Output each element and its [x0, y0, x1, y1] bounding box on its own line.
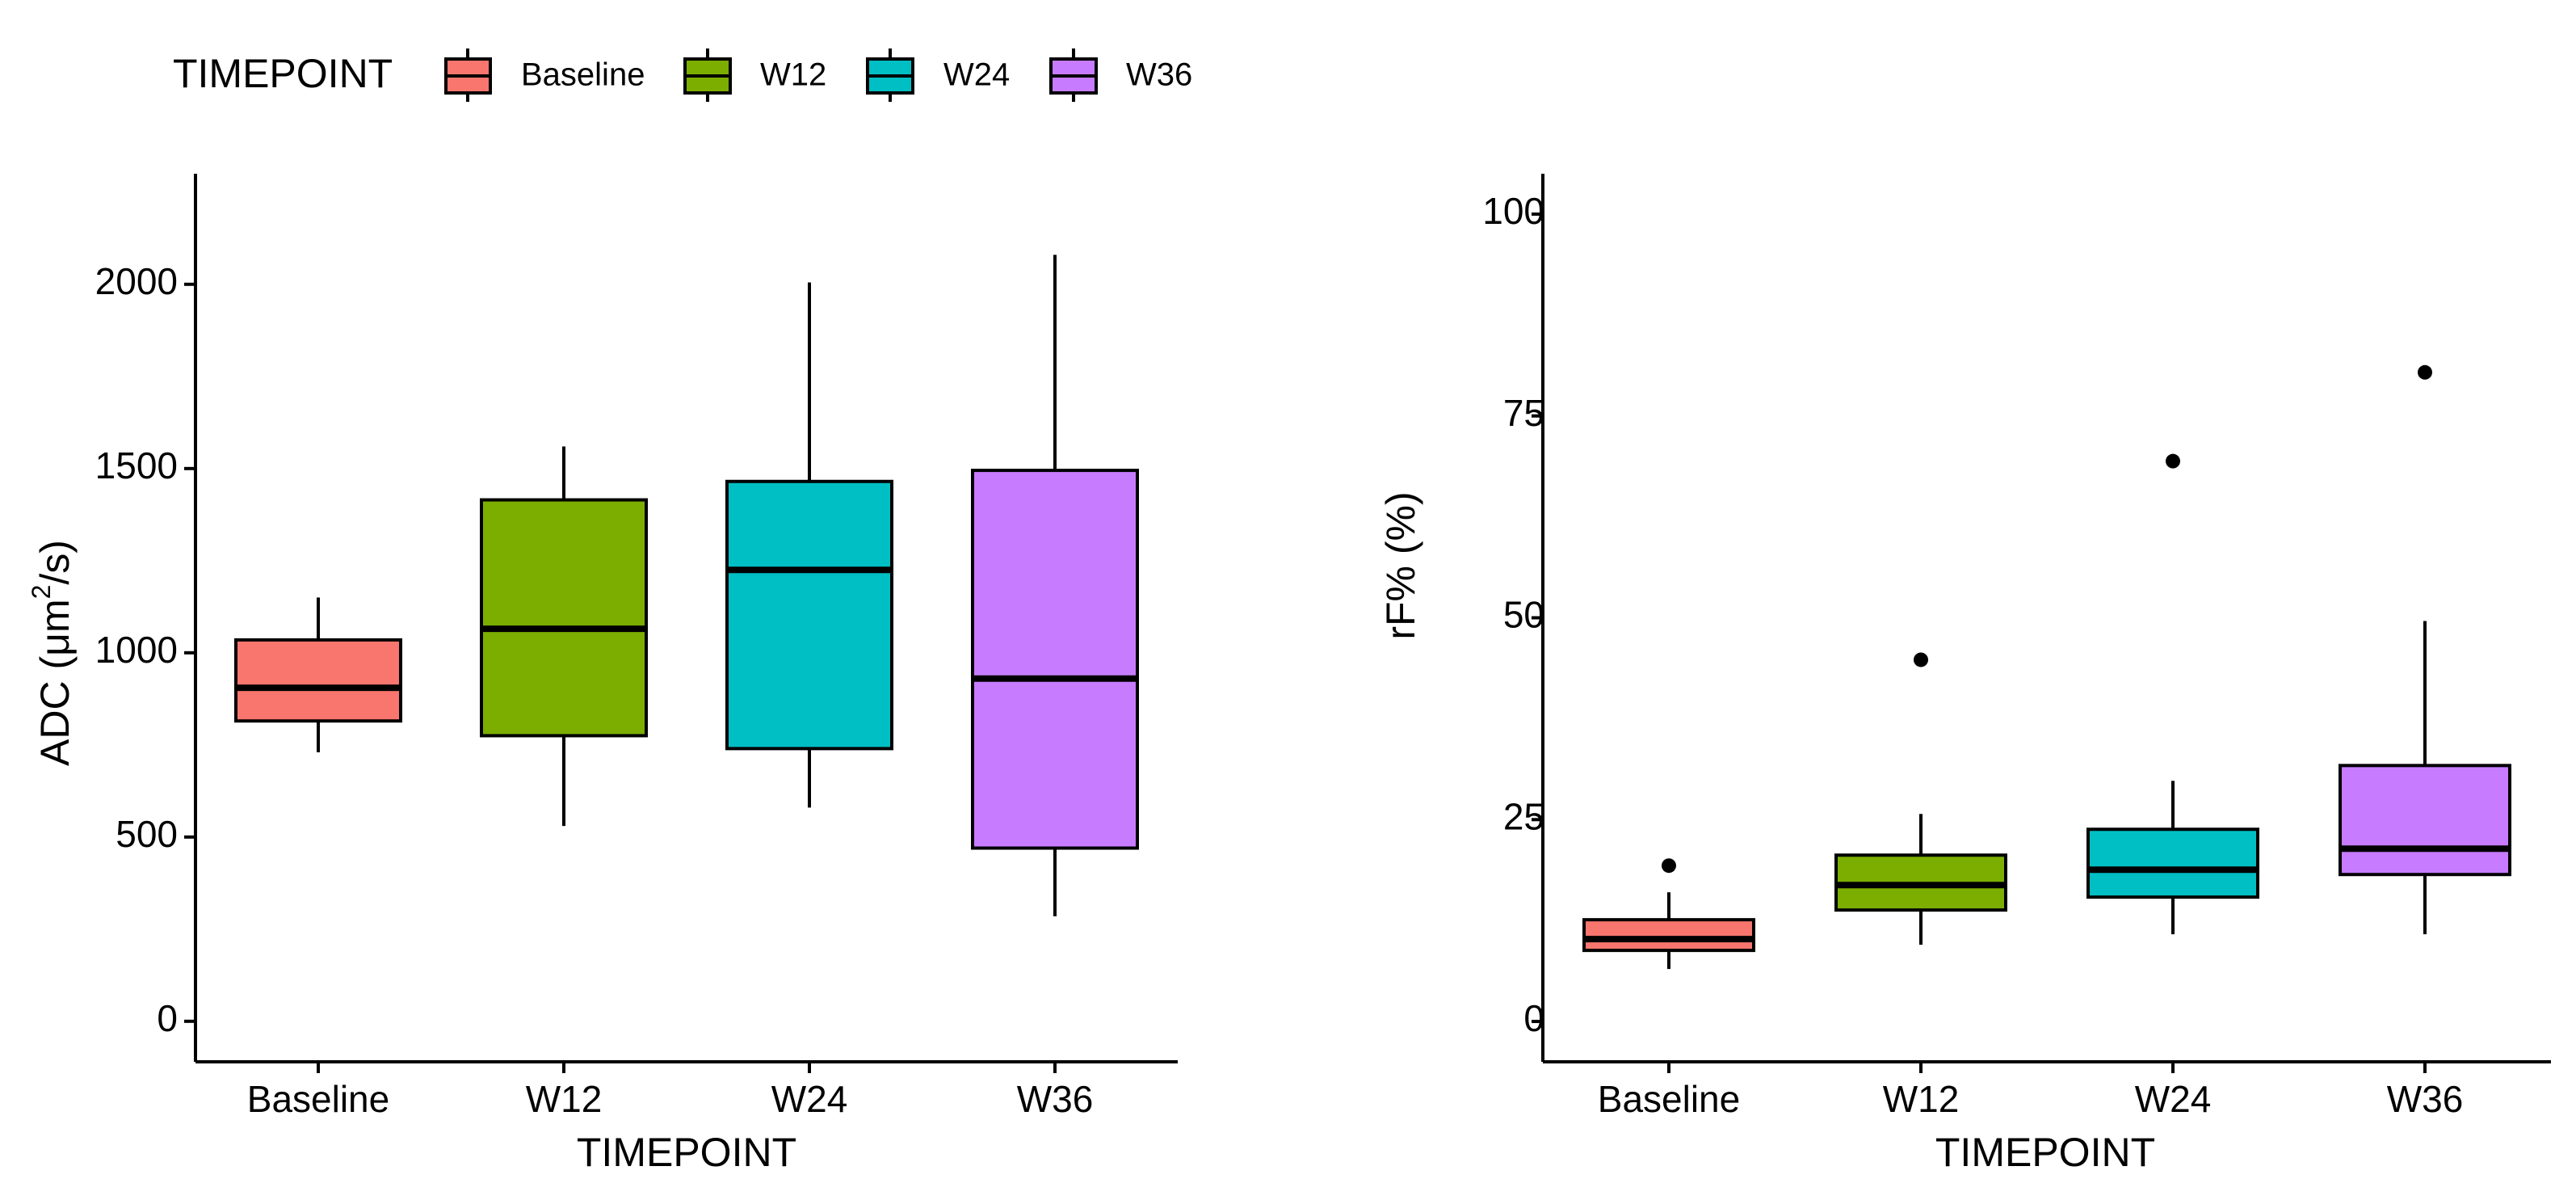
rf-y-tick-label: 75	[1503, 392, 1544, 434]
rf-x-tick-label: Baseline	[1598, 1078, 1740, 1120]
adc-box-w36	[971, 255, 1139, 916]
legend-label-w36: W36	[1126, 57, 1192, 93]
adc-x-tick-label: W24	[771, 1078, 848, 1120]
rf-x-tick-label: W12	[1883, 1078, 1960, 1120]
adc-y-tick-label: 1000	[95, 629, 178, 671]
rf-iqr-box-w24	[2086, 827, 2259, 899]
adc-x-tick-label: Baseline	[247, 1078, 389, 1120]
legend-label-w24: W24	[943, 57, 1010, 93]
legend-label-baseline: Baseline	[521, 57, 645, 93]
rf-box-w12	[1834, 652, 2007, 945]
rf-panel: rF% (%) TIMEPOINT 0 25 50 75 100 Baseline W12 W…	[1378, 174, 2551, 1175]
adc-iqr-box-w36	[971, 469, 1139, 850]
adc-y-tick-label: 2000	[95, 260, 178, 302]
rf-x-tick-label: W24	[2135, 1078, 2212, 1120]
rf-y-tick-label: 25	[1503, 795, 1544, 837]
rf-outlier-w36	[2418, 364, 2432, 380]
adc-y-axis-title: ADC (μm2/s)	[27, 540, 78, 766]
adc-iqr-box-w24	[725, 479, 893, 751]
legend-key-w24	[866, 48, 914, 102]
adc-y-tick-label: 1500	[95, 444, 178, 486]
adc-panel: ADC (μm2/s) TIMEPOINT 0 500 1000 1500 2000 Ba…	[27, 174, 1178, 1175]
rf-y-tick-label: 0	[1523, 997, 1544, 1039]
rf-box-baseline	[1582, 858, 1755, 970]
legend-title: TIMEPOINT	[173, 51, 393, 96]
legend-key-w12	[683, 48, 732, 102]
rf-iqr-box-w36	[2339, 764, 2511, 877]
adc-box-w12	[480, 446, 648, 827]
rf-y-tick-label: 50	[1503, 594, 1544, 636]
adc-x-axis-title: TIMEPOINT	[577, 1130, 796, 1175]
adc-iqr-box-w12	[480, 498, 648, 738]
rf-y-tick-label: 100	[1482, 190, 1544, 232]
rf-box-w36	[2339, 364, 2511, 935]
adc-y-tick-label: 0	[157, 997, 178, 1039]
rf-x-axis-title: TIMEPOINT	[1935, 1130, 2155, 1175]
rf-y-axis-title: rF% (%)	[1378, 491, 1423, 639]
rf-outlier-w24	[2166, 453, 2180, 469]
adc-y-tick-label: 500	[116, 813, 178, 855]
rf-box-w24	[2086, 453, 2259, 935]
adc-box-baseline	[234, 597, 402, 752]
legend: TIMEPOINT Baseline W12 W24 W36	[173, 48, 1192, 102]
adc-box-w24	[725, 282, 893, 808]
rf-x-tick-label: W36	[2387, 1078, 2464, 1120]
rf-outlier-baseline	[1662, 858, 1676, 874]
adc-x-tick-label: W36	[1017, 1078, 1094, 1120]
adc-x-tick-label: W12	[526, 1078, 603, 1120]
rf-outlier-w12	[1914, 652, 1928, 667]
legend-label-w12: W12	[760, 57, 826, 93]
legend-key-baseline	[444, 48, 492, 102]
legend-key-w36	[1049, 48, 1098, 102]
adc-iqr-box-baseline	[234, 638, 402, 723]
rf-iqr-box-baseline	[1582, 918, 1755, 953]
